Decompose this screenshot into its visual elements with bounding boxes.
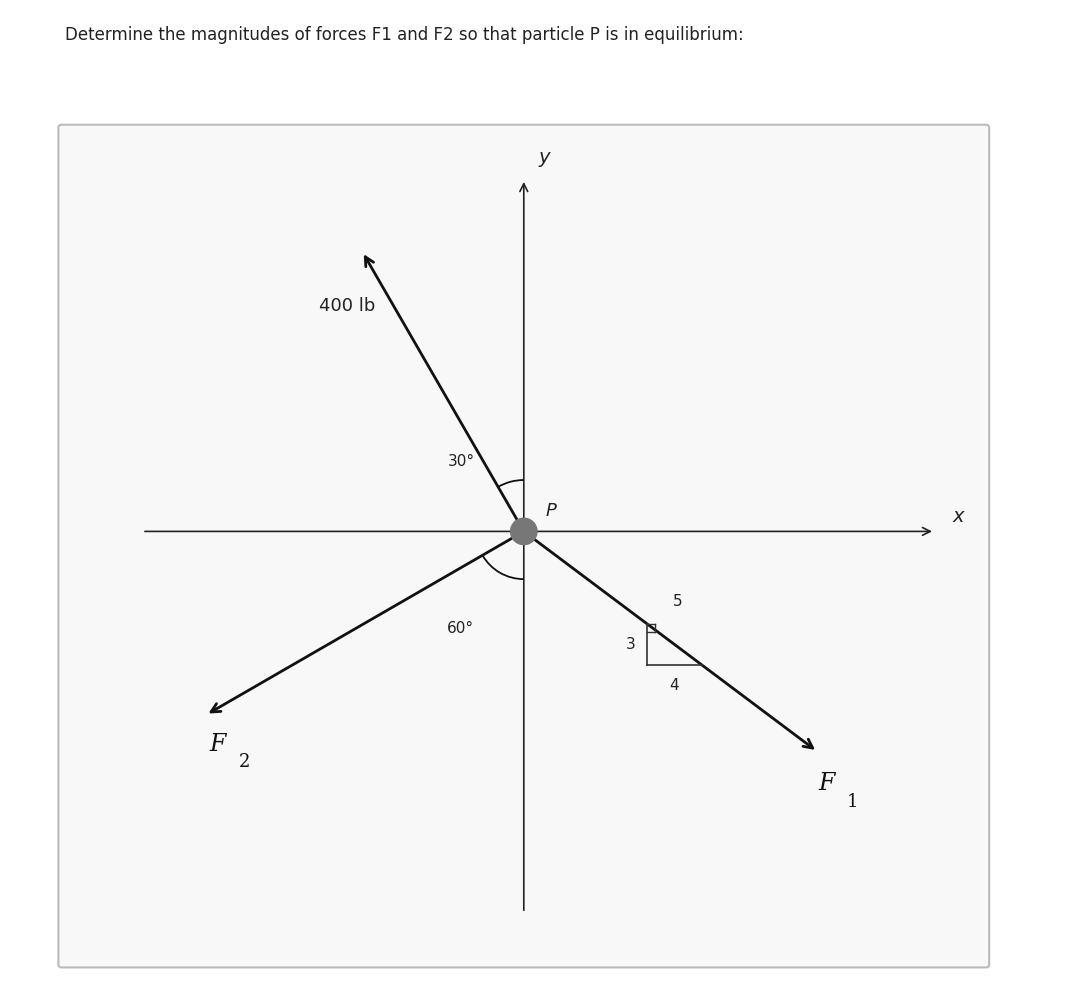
Text: y: y xyxy=(539,148,550,167)
Text: 2: 2 xyxy=(239,754,249,772)
Text: 3: 3 xyxy=(625,637,635,652)
Text: 400 lb: 400 lb xyxy=(319,298,375,316)
Text: 5: 5 xyxy=(673,594,683,609)
Text: Determine the magnitudes of forces F1 and F2 so that particle P is in equilibriu: Determine the magnitudes of forces F1 an… xyxy=(65,26,743,44)
Text: 4: 4 xyxy=(670,678,679,693)
Text: F: F xyxy=(210,732,226,756)
Text: 60°: 60° xyxy=(447,620,474,635)
Text: x: x xyxy=(953,507,964,525)
Text: 1: 1 xyxy=(847,793,859,811)
Text: P: P xyxy=(545,502,556,520)
Circle shape xyxy=(511,518,537,545)
Text: F: F xyxy=(818,773,835,796)
FancyBboxPatch shape xyxy=(58,124,989,968)
Text: 30°: 30° xyxy=(447,454,475,469)
